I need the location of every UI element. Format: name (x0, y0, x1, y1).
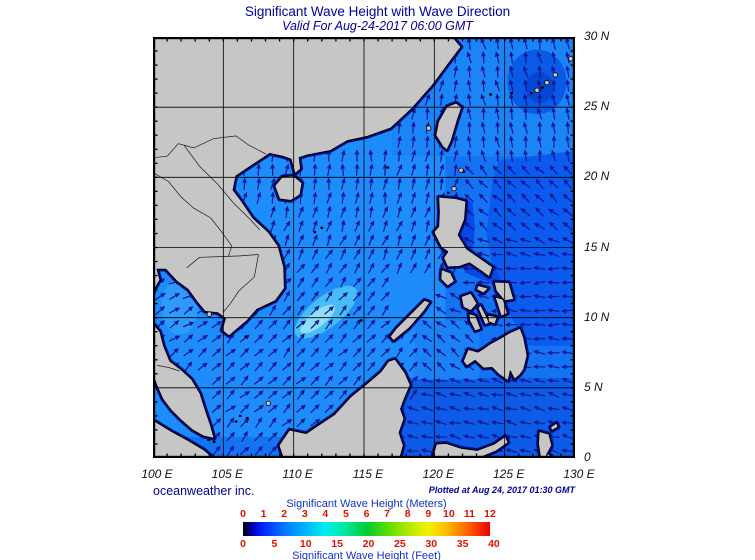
lon-label-100: 100 E (141, 467, 173, 481)
land-luzon (433, 196, 494, 278)
land-palawan (389, 299, 431, 342)
land-taiwan (435, 102, 463, 151)
legend-meters-tick-12: 12 (484, 508, 496, 520)
legend-meters-tick-4: 4 (322, 508, 329, 520)
legend-title-meters: Significant Wave Height (Meters) (286, 498, 447, 510)
island (206, 311, 212, 317)
legend-feet-tick-0: 0 (240, 538, 246, 550)
chart-title: Significant Wave Height with Wave Direct… (244, 4, 511, 19)
legend-title-feet: Significant Wave Height (Feet) (292, 550, 441, 560)
island (451, 185, 457, 192)
country-border (186, 254, 259, 269)
legend-meters-tick-0: 0 (240, 508, 246, 520)
lon-label-105: 105 E (211, 467, 244, 481)
graticule (153, 37, 575, 458)
land-bohol (487, 314, 499, 325)
lon-label-115: 115 E (352, 467, 384, 481)
land-sumatra (153, 419, 215, 458)
islet (207, 438, 210, 441)
lat-label-0: 0 (584, 450, 591, 464)
islet (541, 86, 544, 89)
islet (244, 335, 248, 338)
lat-label-25: 25 N (584, 99, 610, 114)
land-mindoro (440, 268, 456, 287)
lon-label-130: 130 E (563, 467, 595, 481)
legend-meters-tick-11: 11 (463, 508, 475, 520)
land-samar (493, 281, 515, 302)
plotted-timestamp: Plotted at Aug 24, 2017 01:30 GMT (428, 485, 575, 495)
island (568, 56, 574, 62)
oceanweather-credit: oceanweather inc. (153, 484, 255, 498)
lat-label-30: 30 N (584, 29, 610, 43)
islet (510, 92, 513, 95)
legend-meters-tick-3: 3 (301, 508, 308, 520)
legend-meters-tick-1: 1 (260, 508, 267, 520)
legend-feet-tick-30: 30 (425, 538, 438, 550)
island (265, 400, 271, 406)
islet (313, 231, 317, 234)
country-border (153, 135, 267, 159)
country-border (183, 144, 261, 231)
islet (347, 313, 350, 316)
legend-feet-tick-10: 10 (299, 538, 312, 550)
land-halmahera (537, 430, 554, 458)
island (552, 72, 558, 78)
country-border (157, 365, 180, 372)
land-cebu (477, 304, 491, 326)
islet (245, 416, 249, 420)
lat-label-20: 20 N (584, 169, 610, 184)
legend-meters-tick-2: 2 (281, 508, 288, 520)
legend-meters-tick-9: 9 (425, 508, 432, 520)
country-border (154, 173, 233, 257)
islet (234, 420, 238, 423)
land-borneo (278, 358, 411, 458)
legend-meters-tick-10: 10 (442, 508, 455, 520)
lat-label-10: 10 N (584, 309, 610, 324)
land-hainan (274, 175, 303, 202)
lon-label-120: 120 E (422, 467, 455, 481)
legend-feet-tick-40: 40 (488, 538, 500, 550)
legend-meters-tick-8: 8 (404, 508, 411, 520)
island (426, 125, 432, 131)
land-mainland-asia (153, 37, 462, 337)
map-frame (153, 37, 575, 458)
country-border (223, 254, 259, 313)
islet (238, 414, 242, 417)
legend-feet-tick-5: 5 (271, 538, 278, 550)
land-malay-peninsula (153, 322, 215, 439)
islet (462, 170, 466, 173)
islet (447, 191, 450, 194)
map-svg (153, 37, 575, 458)
islet (489, 93, 492, 96)
land-masbate (475, 284, 490, 294)
legend-feet-tick-15: 15 (331, 538, 343, 550)
land-panay (460, 292, 478, 312)
island (544, 79, 550, 86)
land-mindanao (462, 327, 528, 382)
lat-label-5: 5 N (584, 379, 603, 394)
legend-meters-tick-6: 6 (363, 508, 370, 520)
island (534, 87, 540, 93)
legend-meters-tick-7: 7 (384, 508, 390, 520)
islet (320, 226, 324, 229)
legend-feet-tick-25: 25 (394, 538, 406, 550)
islet (212, 440, 216, 443)
legend-meters-tick-5: 5 (342, 508, 349, 520)
islet (530, 92, 533, 95)
legend-feet-tick-20: 20 (362, 538, 375, 550)
legend-colorbar (243, 522, 490, 536)
islet (386, 166, 390, 169)
islet (359, 319, 363, 322)
island (458, 167, 464, 173)
legend-feet-tick-35: 35 (456, 538, 469, 550)
wave-height-shade (300, 304, 335, 334)
lon-label-110: 110 E (282, 467, 313, 481)
land-morotai (549, 422, 559, 432)
lon-label-125: 125 E (492, 467, 525, 481)
chart-valid-time: Valid For Aug-24-2017 06:00 GMT (282, 19, 473, 33)
lat-label-15: 15 N (584, 239, 610, 254)
map-layers (153, 37, 575, 458)
